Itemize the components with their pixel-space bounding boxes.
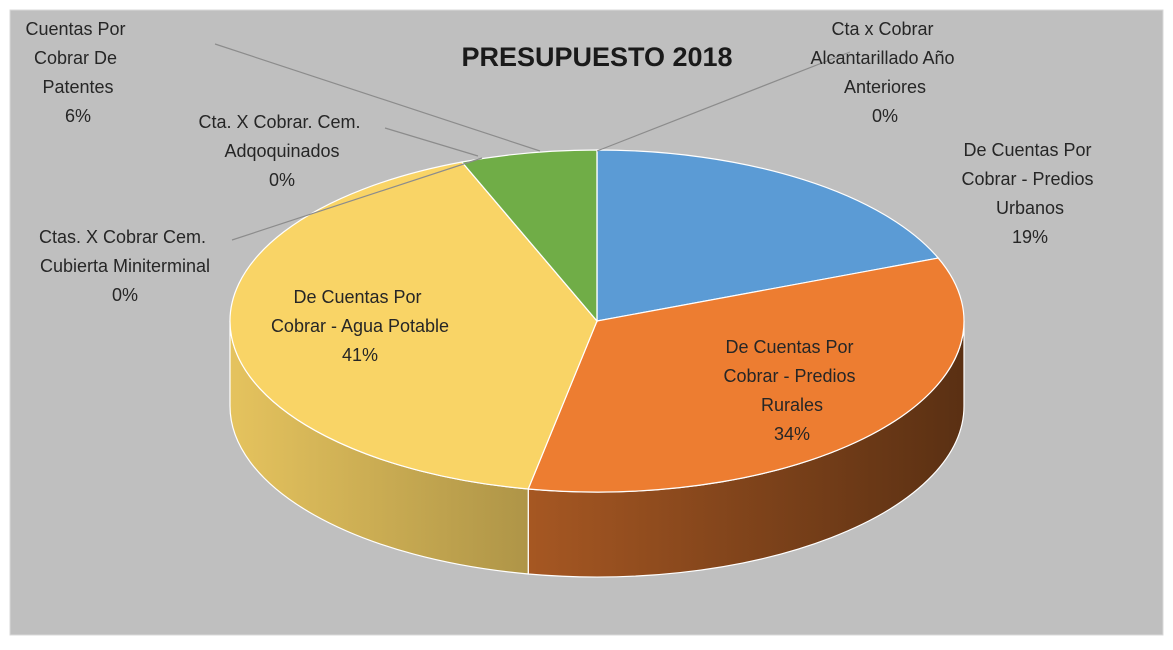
data-label: Cuentas Por Cobrar De Patentes <box>25 19 130 97</box>
data-label: De Cuentas Por Cobrar - Predios Rurales <box>723 337 860 415</box>
leader-line <box>214 43 541 152</box>
value-label: 34% <box>774 424 810 444</box>
value-label: 0% <box>112 285 138 305</box>
data-label: Cta. X Cobrar. Cem. Adqoquinados <box>198 112 365 161</box>
slice <box>229 161 598 490</box>
data-label: Cta x Cobrar Alcantarillado Año Anterior… <box>810 19 959 97</box>
slice <box>596 149 940 322</box>
value-label: 41% <box>342 345 378 365</box>
chart-title: PRESUPUESTO 2018 <box>461 42 732 72</box>
data-label: De Cuentas Por Cobrar - Agua Potable <box>271 287 449 336</box>
slice <box>460 149 598 323</box>
leader-line <box>231 157 483 241</box>
value-label: 19% <box>1012 227 1048 247</box>
slice <box>527 257 965 493</box>
data-label: De Cuentas Por Cobrar - Predios Urbanos <box>961 140 1098 218</box>
value-label: 6% <box>65 106 91 126</box>
value-label: 0% <box>872 106 898 126</box>
leader-line <box>596 51 851 152</box>
leader-line <box>384 127 479 157</box>
value-label: 0% <box>269 170 295 190</box>
data-label: Ctas. X Cobrar Cem. Cubierta Minitermina… <box>39 227 211 276</box>
